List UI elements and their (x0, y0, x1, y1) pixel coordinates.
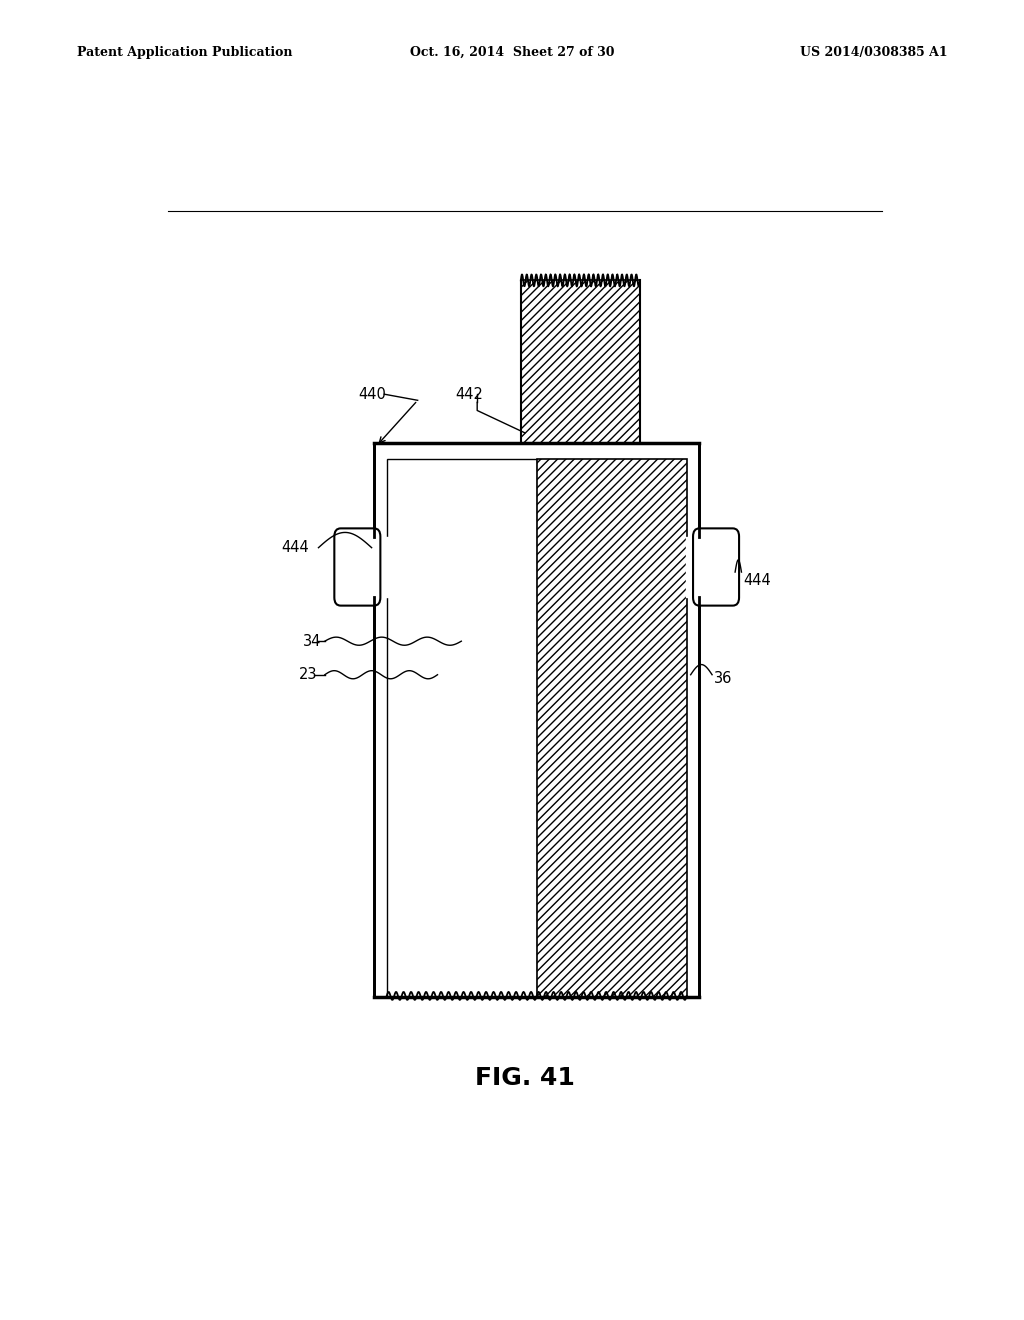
Text: Oct. 16, 2014  Sheet 27 of 30: Oct. 16, 2014 Sheet 27 of 30 (410, 46, 614, 59)
Text: FIG. 41: FIG. 41 (475, 1067, 574, 1090)
Bar (387, 459, 537, 997)
Text: 444: 444 (743, 573, 771, 587)
Text: Patent Application Publication: Patent Application Publication (77, 46, 292, 59)
Text: 36: 36 (714, 672, 732, 686)
FancyBboxPatch shape (693, 528, 739, 606)
Text: 444: 444 (282, 540, 309, 556)
Text: 23: 23 (299, 667, 317, 682)
Bar (537, 459, 687, 997)
Text: 442: 442 (456, 387, 483, 401)
Bar (374, 444, 699, 997)
FancyBboxPatch shape (334, 528, 380, 606)
Text: 34: 34 (303, 634, 321, 648)
Text: US 2014/0308385 A1: US 2014/0308385 A1 (800, 46, 947, 59)
Bar (521, 280, 640, 444)
Text: 440: 440 (358, 387, 386, 401)
